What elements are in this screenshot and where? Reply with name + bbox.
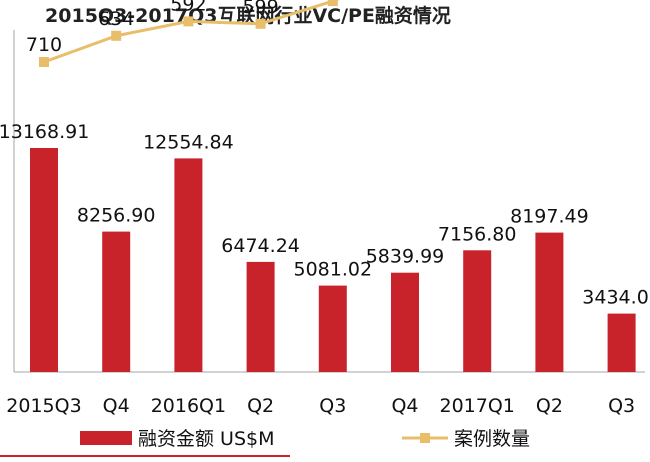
- x-tick-3: Q2: [247, 395, 274, 417]
- bar-5: [391, 272, 419, 372]
- x-tick-5: Q4: [391, 395, 418, 417]
- line-data-labels: 710634592599533447284339254: [26, 0, 279, 56]
- x-tick-6: 2017Q1: [439, 395, 514, 417]
- x-tick-2: 2016Q1: [151, 395, 226, 417]
- line-label-1: 634: [98, 8, 134, 30]
- x-tick-0: 2015Q3: [6, 395, 81, 417]
- bar-series: [30, 148, 636, 372]
- bar-6: [463, 250, 492, 372]
- line-label-3: 599: [242, 0, 278, 18]
- line-point-3: [255, 18, 266, 29]
- line-point-1: [111, 30, 122, 41]
- bar-label-4: 5081.02: [294, 259, 373, 281]
- legend-line-marker: [420, 433, 430, 443]
- x-tick-7: Q2: [536, 395, 563, 417]
- bar-3: [246, 261, 275, 372]
- line-point-4: [327, 0, 338, 7]
- line-point-0: [39, 57, 49, 67]
- bar-4: [318, 285, 347, 372]
- legend-bar-label: 融资金额 US$M: [138, 428, 275, 450]
- bar-label-1: 8256.90: [77, 205, 156, 227]
- line-label-2: 592: [170, 0, 206, 15]
- legend: 融资金额 US$M 案例数量: [80, 428, 530, 450]
- bar-8: [607, 313, 636, 372]
- x-tick-1: Q4: [103, 395, 130, 417]
- bar-label-2: 12554.84: [143, 131, 234, 153]
- legend-line-label: 案例数量: [454, 428, 530, 450]
- bar-label-3: 6474.24: [221, 235, 300, 257]
- bar-2: [174, 158, 203, 372]
- bar-label-7: 8197.49: [510, 206, 589, 228]
- line-series: [39, 0, 340, 67]
- x-tick-8: Q3: [608, 395, 635, 417]
- line-point-2: [183, 16, 194, 27]
- x-tick-labels: 2015Q3 Q4 2016Q1 Q2 Q3 Q4 2017Q1 Q2 Q3: [6, 395, 635, 417]
- bar-0: [30, 148, 58, 372]
- bar-label-8: 3434.03: [582, 287, 650, 309]
- x-tick-4: Q3: [319, 395, 346, 417]
- bar-label-0: 13168.91: [0, 121, 89, 143]
- line-label-0: 710: [26, 34, 62, 56]
- chart-title: 2015Q3-2017Q3互联网行业VC/PE融资情况: [45, 4, 451, 27]
- legend-bar-swatch: [80, 431, 132, 445]
- bar-data-labels: 13168.91 8256.90 12554.84 6474.245081.02583…: [0, 121, 650, 309]
- bar-label-5: 5839.99: [366, 246, 445, 268]
- bar-label-6: 7156.80: [438, 223, 517, 245]
- bar-7: [535, 232, 564, 372]
- bar-1: [102, 231, 131, 372]
